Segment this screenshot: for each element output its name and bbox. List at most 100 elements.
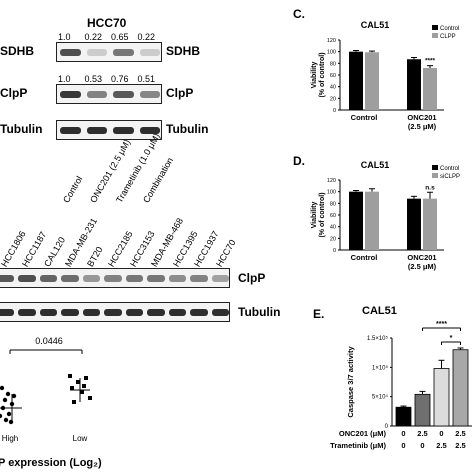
- scatter-point-high: [6, 411, 12, 417]
- scatter-x-label: P expression (Log₂): [0, 457, 102, 469]
- condition-value: 2.5: [455, 441, 465, 450]
- blot-band: [139, 127, 160, 134]
- blot-band: [113, 49, 134, 56]
- legend-label: CLPP: [440, 34, 456, 40]
- blot-band: [139, 91, 160, 98]
- densitometry-value: 1.0: [58, 74, 71, 84]
- blot-band: [190, 275, 208, 282]
- scatter-point-high: [2, 397, 8, 403]
- bar: [395, 406, 412, 427]
- cell-line-label: HCC70: [213, 237, 238, 269]
- densitometry-value: 0.53: [84, 74, 103, 84]
- blot-band: [147, 309, 165, 316]
- blot-band: [104, 309, 122, 316]
- blot-band: [86, 127, 107, 134]
- significance-annotation: *: [450, 335, 453, 342]
- y-tick-label: 20: [330, 96, 336, 102]
- blot-row-label-right: Tubulin: [166, 122, 209, 136]
- scatter-point-low: [70, 386, 74, 390]
- y-tick-label: 80: [330, 61, 336, 67]
- y-tick-label: 5×10⁴: [372, 394, 389, 401]
- blot-row-label-left: Tubulin: [0, 122, 43, 136]
- category-label: Control: [351, 113, 378, 122]
- y-tick-label: 100: [327, 190, 336, 196]
- scatter-point-high: [5, 391, 11, 397]
- bar: [407, 198, 421, 250]
- scatter-group-high: High: [2, 434, 18, 443]
- scatter-point-low: [76, 380, 80, 384]
- condition-label: Trametinib (μM): [330, 441, 386, 450]
- blot-band: [86, 49, 107, 56]
- densitometry-value: 0.65: [111, 32, 129, 42]
- densitometry-value: 0.76: [111, 74, 129, 84]
- blot-band: [0, 275, 15, 282]
- y-tick-label: 0: [385, 424, 389, 430]
- scatter-point-high: [3, 417, 9, 423]
- scatter-point-low: [82, 384, 86, 388]
- blot-strip: [0, 268, 230, 288]
- y-tick-label: 0: [333, 248, 336, 254]
- chart-title: CAL51: [361, 160, 390, 170]
- blot-strip: [56, 120, 162, 140]
- blot-band: [60, 49, 81, 56]
- y-tick-label: 60: [330, 213, 336, 219]
- blot-band: [18, 275, 36, 282]
- densitometry-value: 0.51: [137, 74, 156, 84]
- bar: [433, 368, 450, 427]
- densitometry-value: 1.0: [58, 32, 71, 42]
- blot-band: [82, 309, 101, 316]
- legend-swatch: [432, 165, 438, 170]
- blot-strip: [0, 302, 230, 322]
- scatter-point-high: [0, 385, 5, 391]
- scatter-point-low: [84, 376, 88, 380]
- significance-annotation: ****: [425, 58, 436, 65]
- y-tick-label: 40: [330, 225, 336, 231]
- panel-c-letter: C.: [293, 7, 305, 21]
- blot-band: [139, 49, 160, 56]
- blot-band: [113, 127, 134, 134]
- blot-row-label-right: SDHB: [166, 44, 201, 58]
- panel-e-letter: E.: [313, 307, 325, 321]
- blot-band: [86, 91, 107, 98]
- y-tick-label: 100: [327, 50, 336, 56]
- densitometry-value: 0.22: [137, 32, 156, 42]
- blot-strip: [56, 42, 162, 62]
- category-label: ONC201 (2.5 μM): [407, 253, 436, 271]
- lane-label: Control: [61, 174, 85, 205]
- blot-band: [82, 275, 101, 282]
- scatter-point-low: [68, 374, 72, 378]
- scatter-point-low: [80, 390, 84, 394]
- chart-title: CAL51: [362, 305, 397, 317]
- blot-row-label-right: ClpP: [166, 86, 194, 100]
- blot-band: [60, 127, 81, 134]
- bar: [365, 191, 379, 250]
- scatter-point-high: [0, 413, 3, 419]
- y-tick-label: 1.5×10⁵: [367, 335, 389, 342]
- y-tick-label: 120: [327, 178, 336, 184]
- panel-d-letter: D.: [293, 154, 305, 168]
- expression-scatter-plot: 0.0446 High Low P expression (Log₂): [0, 336, 102, 469]
- condition-value: 2.5: [417, 429, 427, 438]
- blot-band: [18, 309, 36, 316]
- panel-a-title: HCC70: [87, 16, 127, 30]
- bar: [423, 68, 437, 110]
- scatter-point-high: [8, 419, 14, 425]
- y-tick-label: 60: [330, 73, 336, 79]
- blot-band: [60, 91, 81, 98]
- y-tick-label: 1×10⁵: [372, 364, 389, 371]
- condition-value: 0: [401, 429, 405, 438]
- y-axis-label: Caspase 3/7 activity: [346, 346, 355, 418]
- scatter-point-low: [72, 400, 76, 404]
- scatter-point-low: [88, 396, 92, 400]
- legend-swatch: [432, 173, 438, 178]
- blot-band: [147, 275, 165, 282]
- bar: [414, 393, 431, 427]
- legend-label: siCLPP: [440, 174, 460, 180]
- blot-band: [61, 275, 79, 282]
- bar: [407, 59, 421, 110]
- scatter-group-low: Low: [73, 434, 88, 443]
- y-tick-label: 0: [333, 108, 336, 114]
- condition-value: 2.5: [455, 429, 465, 438]
- condition-label: ONC201 (μM): [339, 429, 387, 438]
- category-label: ONC201 (2.5 μM): [407, 113, 436, 131]
